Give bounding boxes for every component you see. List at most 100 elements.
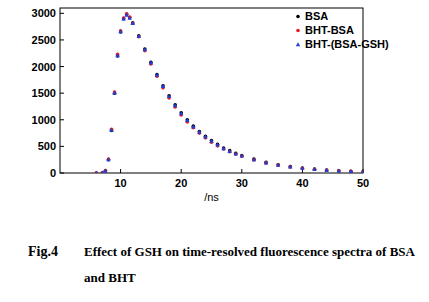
point — [173, 103, 177, 107]
point — [264, 161, 268, 165]
point — [222, 147, 226, 151]
point — [252, 157, 256, 161]
point — [121, 16, 125, 20]
legend-label: BSA — [305, 10, 328, 22]
point — [216, 142, 220, 146]
point — [349, 170, 353, 173]
point — [161, 84, 165, 88]
y-tick-label: 2500 — [32, 34, 56, 46]
point — [276, 163, 280, 167]
point — [240, 154, 244, 158]
point — [234, 152, 238, 156]
point — [197, 130, 201, 134]
x-tick — [120, 169, 121, 173]
point — [361, 170, 363, 173]
point — [252, 158, 256, 162]
point — [113, 90, 117, 94]
point — [143, 47, 147, 51]
legend-label: BHT-(BSA-GSH) — [305, 38, 389, 50]
point — [234, 152, 238, 156]
point — [167, 94, 171, 98]
point — [179, 111, 183, 115]
point — [124, 13, 128, 17]
y-tick-label: 500 — [38, 140, 56, 152]
y-tick-label: 2000 — [32, 61, 56, 73]
x-tick-label: 40 — [296, 177, 308, 189]
point — [103, 169, 107, 173]
legend: BSA BHT-BSA BHT-(BSA-GSH) — [296, 10, 389, 50]
point — [313, 167, 317, 171]
point — [361, 170, 363, 173]
y-tick — [60, 146, 64, 147]
point — [137, 35, 141, 39]
point — [325, 168, 329, 172]
chart: 0 500 1000 1500 2000 2500 3000 10 20 30 40 50/ns BSA… — [0, 0, 429, 302]
x-tick-label: 50 — [357, 177, 369, 189]
point — [361, 170, 363, 173]
point — [137, 34, 141, 38]
point — [300, 166, 304, 170]
point — [276, 163, 280, 167]
x-tick — [181, 169, 182, 173]
point — [143, 47, 147, 51]
y-tick-label: 1500 — [32, 87, 56, 99]
y-tick-label: 3000 — [32, 7, 56, 19]
point — [288, 165, 292, 169]
point — [115, 53, 119, 57]
point — [131, 21, 135, 25]
series — [95, 12, 363, 173]
caption-line: and BHT — [84, 270, 136, 285]
series — [95, 13, 363, 173]
point — [337, 169, 341, 173]
point — [149, 61, 153, 65]
point — [349, 169, 353, 173]
point — [210, 139, 214, 143]
point — [107, 157, 111, 161]
point — [131, 21, 135, 25]
point — [95, 171, 99, 173]
point — [122, 16, 126, 20]
point — [288, 165, 292, 169]
point — [155, 73, 159, 77]
x-tick — [241, 169, 242, 173]
point — [198, 130, 202, 134]
point — [312, 167, 316, 171]
point — [215, 143, 219, 147]
point — [301, 166, 305, 170]
point — [276, 163, 280, 167]
y-tick-label: 0 — [50, 167, 56, 179]
legend-marker — [296, 15, 300, 19]
series — [94, 13, 363, 173]
point — [324, 168, 328, 172]
point — [167, 94, 171, 98]
caption-label: Fig.4 — [28, 244, 58, 259]
point — [112, 90, 116, 94]
legend-label: BHT-BSA — [305, 24, 354, 36]
point — [209, 139, 213, 143]
y-tick — [60, 173, 64, 174]
point — [185, 118, 189, 122]
y-tick — [60, 13, 64, 14]
y-tick — [60, 39, 64, 40]
point — [228, 150, 232, 154]
point — [240, 154, 244, 158]
point — [252, 157, 256, 161]
y-tick — [60, 66, 64, 67]
point — [203, 135, 207, 139]
x-axis-label: /ns — [204, 191, 219, 203]
point — [337, 169, 341, 173]
x-tick-label: 10 — [114, 177, 126, 189]
x-tick-label: 20 — [175, 177, 187, 189]
legend-marker — [296, 42, 300, 46]
point — [149, 60, 153, 64]
point — [94, 171, 98, 173]
point — [349, 169, 353, 173]
point — [192, 124, 196, 128]
point — [179, 111, 183, 115]
point — [155, 73, 159, 77]
point — [337, 169, 341, 173]
y-tick-label: 1000 — [32, 114, 56, 126]
x-tick-label: 30 — [236, 177, 248, 189]
point — [119, 29, 123, 33]
point — [107, 158, 111, 162]
